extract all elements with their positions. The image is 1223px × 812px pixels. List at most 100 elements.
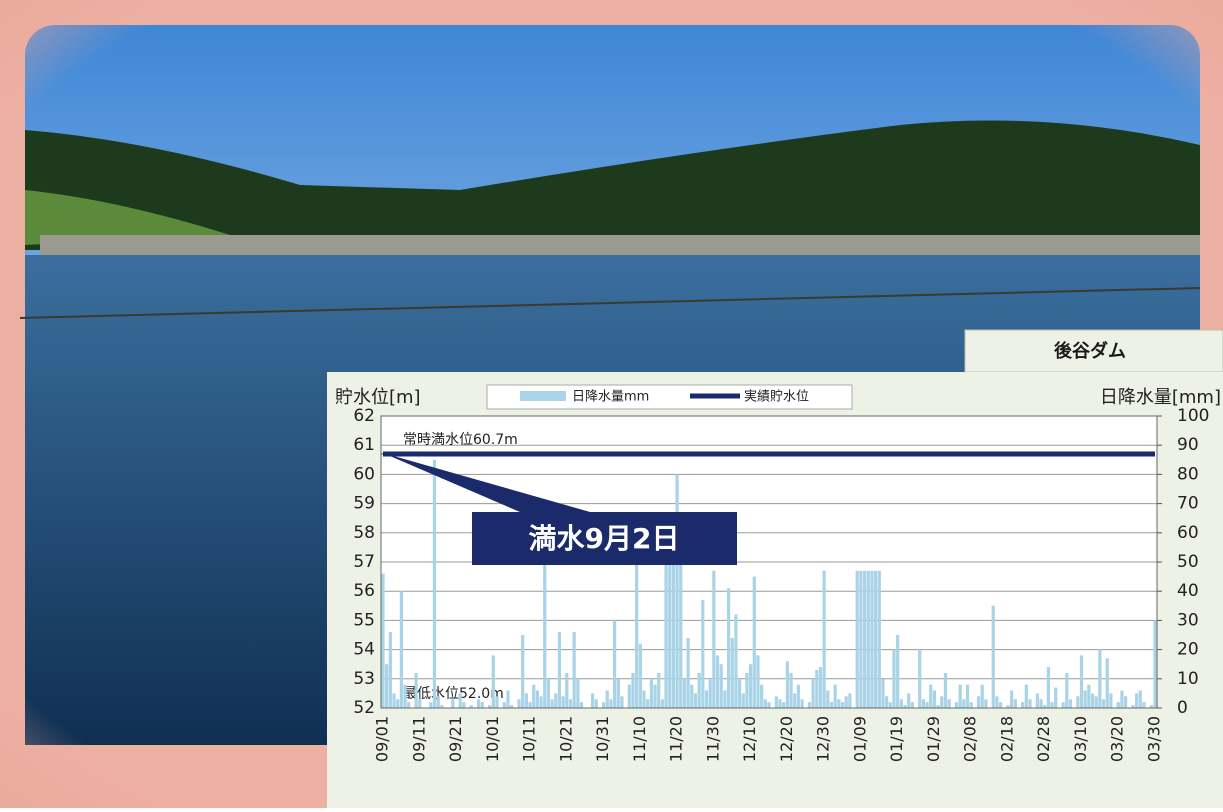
bar [1014,699,1017,708]
bar [609,699,612,708]
bar [481,702,484,708]
bar [506,690,509,708]
bar [690,685,693,708]
bar [753,577,756,708]
bar [628,685,631,708]
bar [580,702,583,708]
bar [826,690,829,708]
bar [1069,699,1072,708]
bar [558,632,561,708]
bar [720,664,723,708]
y-axis-label: 貯水位[m] [335,387,421,408]
bar [764,699,767,708]
bar [727,588,730,708]
bar [874,571,877,708]
bar [547,679,550,708]
bar [433,460,436,708]
bar [602,702,605,708]
bar [661,699,664,708]
x-tick-label: 11/20 [667,716,686,762]
bar [845,696,848,708]
bar [1084,690,1087,708]
y-tick-label: 54 [353,640,375,660]
bar [562,696,565,708]
bar [712,571,715,708]
bar [569,699,572,708]
y2-tick-label: 50 [1177,552,1199,572]
legend-label: 実績貯水位 [744,389,809,405]
x-tick-label: 10/01 [483,716,502,762]
bar [551,699,554,708]
bar [1139,690,1142,708]
bar [911,702,914,708]
bar [797,685,800,708]
bar [859,571,862,708]
x-tick-label: 09/01 [373,716,392,762]
bar [742,693,745,708]
bar [1047,667,1050,708]
bar [870,571,873,708]
bar [528,702,531,708]
bar [1120,690,1123,708]
x-tick-label: 09/11 [409,716,428,762]
bar [1065,673,1068,708]
y2-tick-label: 60 [1177,523,1199,543]
bar [786,661,789,708]
bar [595,699,598,708]
bar [745,673,748,708]
x-tick-label: 09/21 [446,716,465,762]
bar [709,679,712,708]
y-tick-label: 60 [353,464,375,484]
bar [819,667,822,708]
reference-label: 常時満水位60.7m [403,432,518,448]
bar [653,685,656,708]
y-tick-label: 56 [353,581,375,601]
bar [525,693,528,708]
bar [1061,702,1064,708]
bar [459,693,462,708]
bar [738,679,741,708]
x-tick-label: 10/31 [593,716,612,762]
bar [749,664,752,708]
bar [889,702,892,708]
bar [925,702,928,708]
bar [536,690,539,708]
y2-tick-label: 90 [1177,435,1199,455]
bar [955,702,958,708]
bar [848,693,851,708]
bar [477,699,480,708]
bar [429,702,432,708]
bar [1095,696,1098,708]
bar [723,690,726,708]
bar [1021,702,1024,708]
y-tick-label: 57 [353,552,375,572]
bar [716,655,719,708]
bar [701,600,704,708]
bar [944,673,947,708]
bar [591,693,594,708]
bar [1153,620,1156,708]
bar [613,620,616,708]
bar [1050,702,1053,708]
x-tick-label: 01/29 [924,716,943,762]
bar [576,679,579,708]
y-tick-label: 53 [353,669,375,689]
y-tick-label: 62 [353,406,375,426]
bar [414,673,417,708]
bar [940,696,943,708]
bar [683,679,686,708]
bar [793,693,796,708]
bar [756,655,759,708]
bar [389,632,392,708]
bar [823,571,826,708]
bar [867,571,870,708]
bar [778,699,781,708]
bar [606,690,609,708]
bar [668,562,671,708]
bar [970,702,973,708]
bar [539,696,542,708]
bar [892,650,895,708]
bar [1091,693,1094,708]
x-tick-label: 12/30 [814,716,833,762]
bar [1076,696,1079,708]
